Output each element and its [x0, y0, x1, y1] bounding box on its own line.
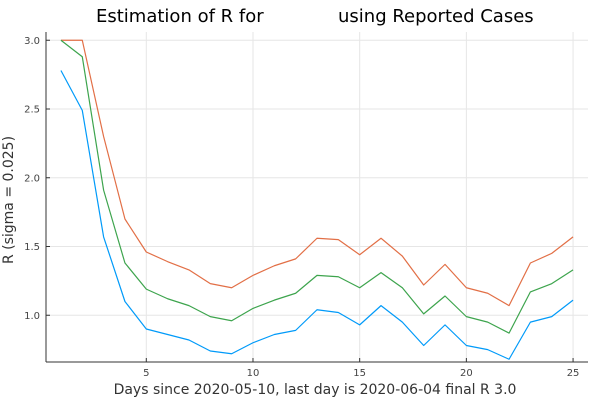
- x-tick-label: 25: [567, 368, 580, 379]
- chart-title-right: using Reported Cases: [338, 6, 534, 27]
- y-gridlines: [46, 39, 588, 316]
- series-lines: [60, 39, 574, 360]
- y-tick-label: 2.5: [24, 105, 40, 116]
- series-line-1: [60, 39, 574, 307]
- x-axis-label: Days since 2020-05-10, last day is 2020-…: [114, 382, 517, 398]
- chart-title-left: Estimation of R for: [96, 6, 264, 27]
- y-axis-label: R (sigma = 0.025): [1, 136, 17, 264]
- y-tick-label: 1.0: [24, 311, 40, 322]
- y-tick-label: 3.0: [24, 36, 40, 47]
- x-tick-label: 10: [247, 368, 260, 379]
- x-tick-label: 15: [353, 368, 366, 379]
- series-line-3: [60, 70, 574, 360]
- y-tick-label: 2.0: [24, 173, 40, 184]
- x-tick-label: 5: [143, 368, 149, 379]
- y-ticks: 1.0 1.5 2.0 2.5 3.0: [24, 36, 50, 322]
- x-gridlines: [145, 32, 574, 362]
- series-line-2: [60, 39, 574, 334]
- y-tick-label: 1.5: [24, 242, 40, 253]
- x-tick-label: 20: [460, 368, 473, 379]
- x-ticks: 5 10 15 20 25: [143, 358, 579, 379]
